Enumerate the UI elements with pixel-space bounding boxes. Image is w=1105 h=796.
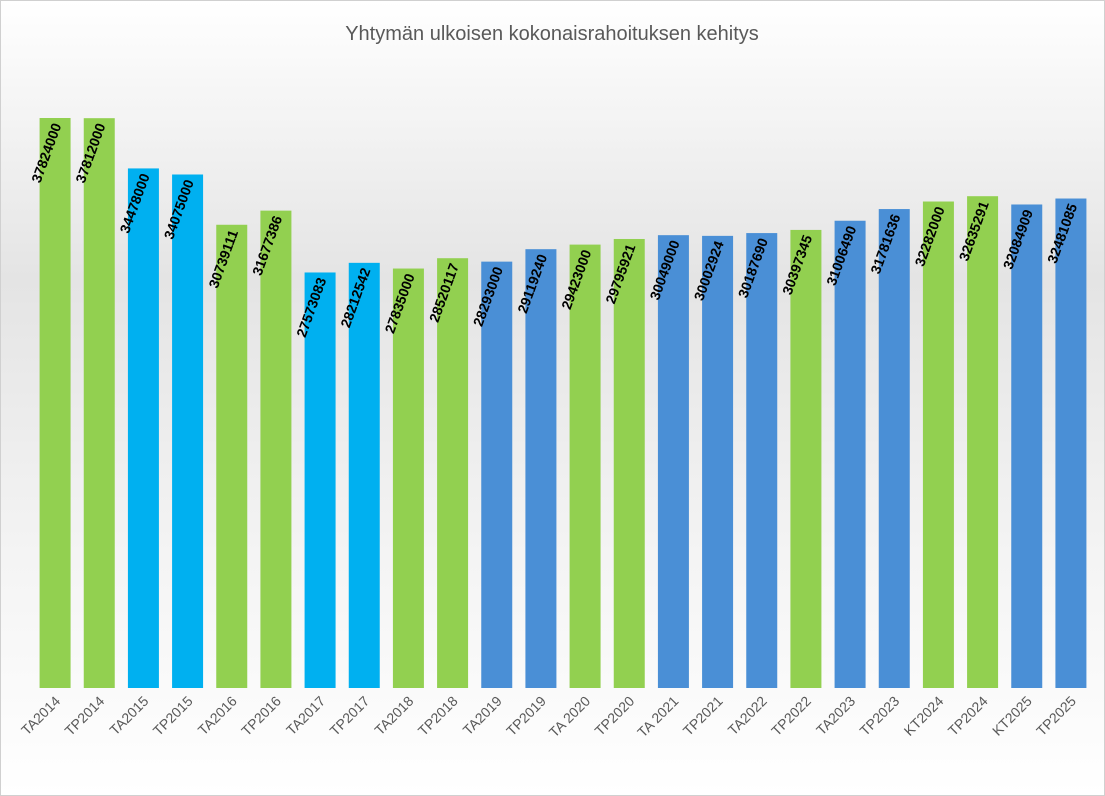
bar <box>746 233 778 688</box>
bar <box>39 118 71 688</box>
bar <box>348 262 380 688</box>
bar <box>172 174 204 688</box>
bar <box>613 238 645 689</box>
bar <box>304 272 336 688</box>
bar <box>878 209 910 689</box>
bar <box>1011 204 1043 688</box>
bar <box>702 235 734 688</box>
bar <box>83 118 115 688</box>
bar <box>967 196 999 688</box>
bar <box>834 220 866 688</box>
bar <box>216 224 248 689</box>
bar <box>922 201 954 688</box>
bar <box>657 235 689 689</box>
bar <box>1055 198 1087 688</box>
bar <box>392 268 424 688</box>
bar <box>525 249 557 689</box>
bar <box>481 261 513 688</box>
bar <box>127 168 159 689</box>
chart-title: Yhtymän ulkoisen kokonaisrahoituksen keh… <box>345 23 759 45</box>
bar <box>790 229 822 688</box>
bar <box>437 258 469 688</box>
bar <box>260 210 292 688</box>
bar <box>569 244 601 688</box>
